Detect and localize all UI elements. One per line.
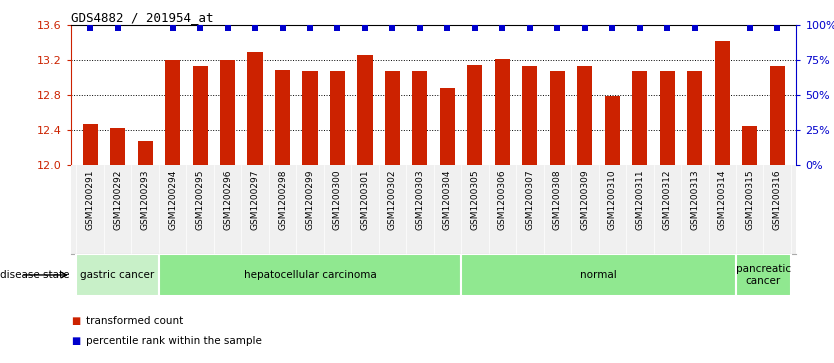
Bar — [495, 60, 510, 165]
Text: GSM1200302: GSM1200302 — [388, 170, 397, 230]
Text: transformed count: transformed count — [86, 316, 183, 326]
Text: percentile rank within the sample: percentile rank within the sample — [86, 336, 262, 346]
Bar — [687, 71, 702, 165]
Bar — [440, 88, 455, 165]
Text: GDS4882 / 201954_at: GDS4882 / 201954_at — [71, 11, 214, 24]
Bar — [165, 60, 180, 165]
Bar — [577, 66, 592, 165]
Bar — [110, 129, 125, 165]
FancyBboxPatch shape — [158, 254, 461, 296]
Text: GSM1200298: GSM1200298 — [278, 170, 287, 230]
Text: GSM1200313: GSM1200313 — [691, 170, 699, 230]
Text: GSM1200305: GSM1200305 — [470, 170, 480, 230]
Bar — [632, 71, 647, 165]
Text: GSM1200307: GSM1200307 — [525, 170, 535, 230]
Text: ■: ■ — [71, 316, 80, 326]
Bar — [550, 71, 565, 165]
Bar — [467, 65, 482, 165]
Bar — [522, 66, 537, 165]
Text: GSM1200309: GSM1200309 — [580, 170, 590, 230]
Text: pancreatic
cancer: pancreatic cancer — [736, 264, 791, 286]
Bar — [138, 141, 153, 165]
FancyBboxPatch shape — [77, 254, 158, 296]
Text: normal: normal — [580, 270, 617, 280]
Bar — [193, 66, 208, 165]
Bar — [358, 55, 373, 165]
Bar — [770, 66, 785, 165]
Bar — [742, 126, 757, 165]
FancyBboxPatch shape — [736, 254, 791, 296]
Text: hepatocellular carcinoma: hepatocellular carcinoma — [244, 270, 376, 280]
Text: GSM1200291: GSM1200291 — [86, 170, 94, 230]
Text: GSM1200295: GSM1200295 — [195, 170, 204, 230]
Text: GSM1200292: GSM1200292 — [113, 170, 122, 230]
Text: GSM1200314: GSM1200314 — [718, 170, 726, 230]
Text: GSM1200303: GSM1200303 — [415, 170, 425, 230]
Text: GSM1200311: GSM1200311 — [636, 170, 645, 230]
FancyBboxPatch shape — [461, 254, 736, 296]
Text: GSM1200304: GSM1200304 — [443, 170, 452, 230]
Text: GSM1200301: GSM1200301 — [360, 170, 369, 230]
Text: GSM1200294: GSM1200294 — [168, 170, 177, 230]
Bar — [220, 60, 235, 165]
Text: GSM1200293: GSM1200293 — [141, 170, 149, 230]
Text: GSM1200299: GSM1200299 — [305, 170, 314, 230]
Bar — [715, 41, 730, 165]
Text: ■: ■ — [71, 336, 80, 346]
Text: GSM1200306: GSM1200306 — [498, 170, 507, 230]
Bar — [303, 71, 318, 165]
Text: GSM1200296: GSM1200296 — [223, 170, 232, 230]
Bar — [605, 96, 620, 165]
Bar — [660, 71, 675, 165]
Text: disease state: disease state — [0, 270, 69, 280]
Bar — [330, 71, 345, 165]
Bar — [412, 71, 428, 165]
Text: GSM1200316: GSM1200316 — [773, 170, 781, 230]
Text: GSM1200308: GSM1200308 — [553, 170, 562, 230]
Bar — [385, 71, 400, 165]
Text: GSM1200297: GSM1200297 — [250, 170, 259, 230]
Bar — [275, 70, 290, 165]
Bar — [248, 52, 263, 165]
Bar — [83, 124, 98, 165]
Text: gastric cancer: gastric cancer — [81, 270, 155, 280]
Text: GSM1200300: GSM1200300 — [333, 170, 342, 230]
Text: GSM1200310: GSM1200310 — [608, 170, 617, 230]
Text: GSM1200312: GSM1200312 — [663, 170, 672, 230]
Text: GSM1200315: GSM1200315 — [746, 170, 754, 230]
